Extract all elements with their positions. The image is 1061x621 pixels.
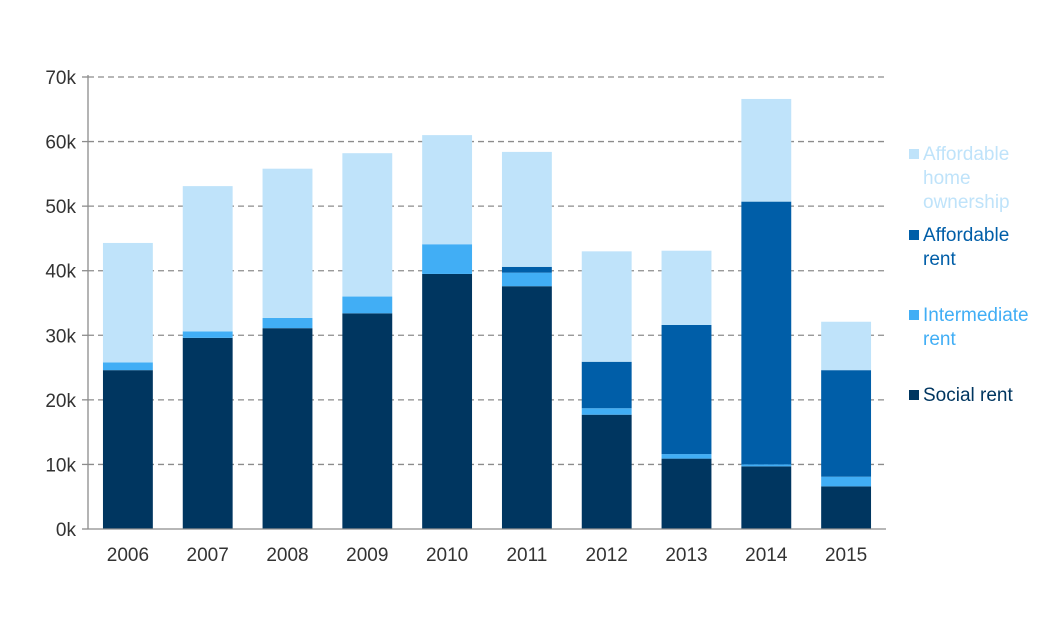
x-tick-label-2007: 2007 — [187, 545, 229, 566]
legend-swatch-affordable-rent — [909, 230, 919, 240]
bar-2013-affordable-home-ownership — [661, 250, 712, 325]
bar-2015-social-rent — [821, 486, 872, 529]
bar-2014-intermediate-rent — [741, 464, 792, 467]
bar-2006-affordable-home-ownership — [102, 242, 153, 363]
bar-2007-social-rent — [182, 337, 233, 529]
bar-2013-affordable-rent — [661, 324, 712, 455]
bar-2013-social-rent — [661, 458, 712, 529]
bar-2011-affordable-rent — [501, 266, 552, 273]
bar-2010-affordable-home-ownership — [422, 135, 473, 245]
legend-label-affordable-home-ownership-line-1: Affordable — [923, 144, 1009, 165]
bar-2007-intermediate-rent — [182, 331, 233, 338]
bar-2008-social-rent — [262, 328, 313, 529]
y-tick-label-20k: 20k — [45, 391, 76, 412]
bar-2010-intermediate-rent — [422, 244, 473, 274]
bar-2006-intermediate-rent — [102, 362, 153, 371]
x-tick-label-2006: 2006 — [107, 545, 149, 566]
bar-2008-intermediate-rent — [262, 317, 313, 329]
legend-swatch-intermediate-rent — [909, 310, 919, 320]
x-tick-label-2009: 2009 — [346, 545, 388, 566]
legend-item-affordable-rent: Affordable rent — [909, 225, 1009, 270]
legend-label-affordable-rent-line-2: rent — [923, 249, 956, 270]
y-tick-label-30k: 30k — [45, 326, 76, 347]
bar-2012-affordable-home-ownership — [581, 251, 632, 362]
y-tick-label-50k: 50k — [45, 197, 76, 218]
bar-2014-social-rent — [741, 466, 792, 529]
x-tick-label-2014: 2014 — [745, 545, 788, 566]
bars — [102, 98, 872, 529]
y-tick-label-70k: 70k — [45, 68, 76, 89]
legend-label-affordable-home-ownership-line-2: home — [923, 168, 971, 189]
x-tick-label-2010: 2010 — [426, 545, 468, 566]
x-tick-label-2013: 2013 — [665, 545, 707, 566]
y-tick-label-0k: 0k — [56, 520, 77, 541]
legend-swatch-social-rent — [909, 390, 919, 400]
bar-2015-affordable-home-ownership — [821, 321, 872, 371]
legend-label-affordable-rent-line-1: Affordable — [923, 225, 1009, 246]
bar-2006-social-rent — [102, 370, 153, 529]
legend-label-affordable-home-ownership-line-3: ownership — [923, 192, 1010, 213]
bar-2009-social-rent — [342, 313, 393, 529]
bar-2015-intermediate-rent — [821, 476, 872, 487]
legend-item-intermediate-rent: Intermediate rent — [909, 305, 1029, 350]
y-tick-label-60k: 60k — [45, 133, 76, 154]
legend-item-affordable-home-ownership: Affordable home ownership — [909, 144, 1010, 213]
legend-label-intermediate-rent-line-2: rent — [923, 329, 956, 350]
x-tick-label-2012: 2012 — [586, 545, 628, 566]
legend-item-social-rent: Social rent — [909, 385, 1013, 406]
bar-2009-intermediate-rent — [342, 296, 393, 314]
x-tick-label-2008: 2008 — [266, 545, 308, 566]
bar-2010-social-rent — [422, 273, 473, 529]
bar-2007-affordable-home-ownership — [182, 186, 233, 332]
bar-2012-intermediate-rent — [581, 408, 632, 415]
bar-2012-affordable-rent — [581, 361, 632, 409]
bar-2009-affordable-home-ownership — [342, 153, 393, 297]
bar-2012-social-rent — [581, 414, 632, 529]
bar-2011-social-rent — [501, 286, 552, 529]
bar-2011-intermediate-rent — [501, 272, 552, 287]
bar-2008-affordable-home-ownership — [262, 168, 313, 318]
x-tick-label-2011: 2011 — [506, 545, 547, 566]
bar-2013-intermediate-rent — [661, 454, 712, 459]
legend-swatch-affordable-home-ownership — [909, 149, 919, 159]
axes: 0k 10k 20k 30k 40k 50k 60k 70k 2006 2007 2008 2009 2… — [45, 68, 886, 566]
bar-2011-affordable-home-ownership — [501, 151, 552, 267]
y-tick-label-10k: 10k — [45, 455, 76, 476]
bar-2014-affordable-home-ownership — [741, 98, 792, 202]
legend-label-intermediate-rent-line-1: Intermediate — [923, 305, 1029, 326]
x-tick-label-2015: 2015 — [825, 545, 867, 566]
bar-2015-affordable-rent — [821, 370, 872, 477]
bar-2014-affordable-rent — [741, 201, 792, 465]
y-tick-label-40k: 40k — [45, 262, 76, 283]
legend: AffordablehomeownershipAffordablerentInt… — [909, 144, 1029, 406]
legend-label-social-rent-line-1: Social rent — [923, 385, 1013, 406]
